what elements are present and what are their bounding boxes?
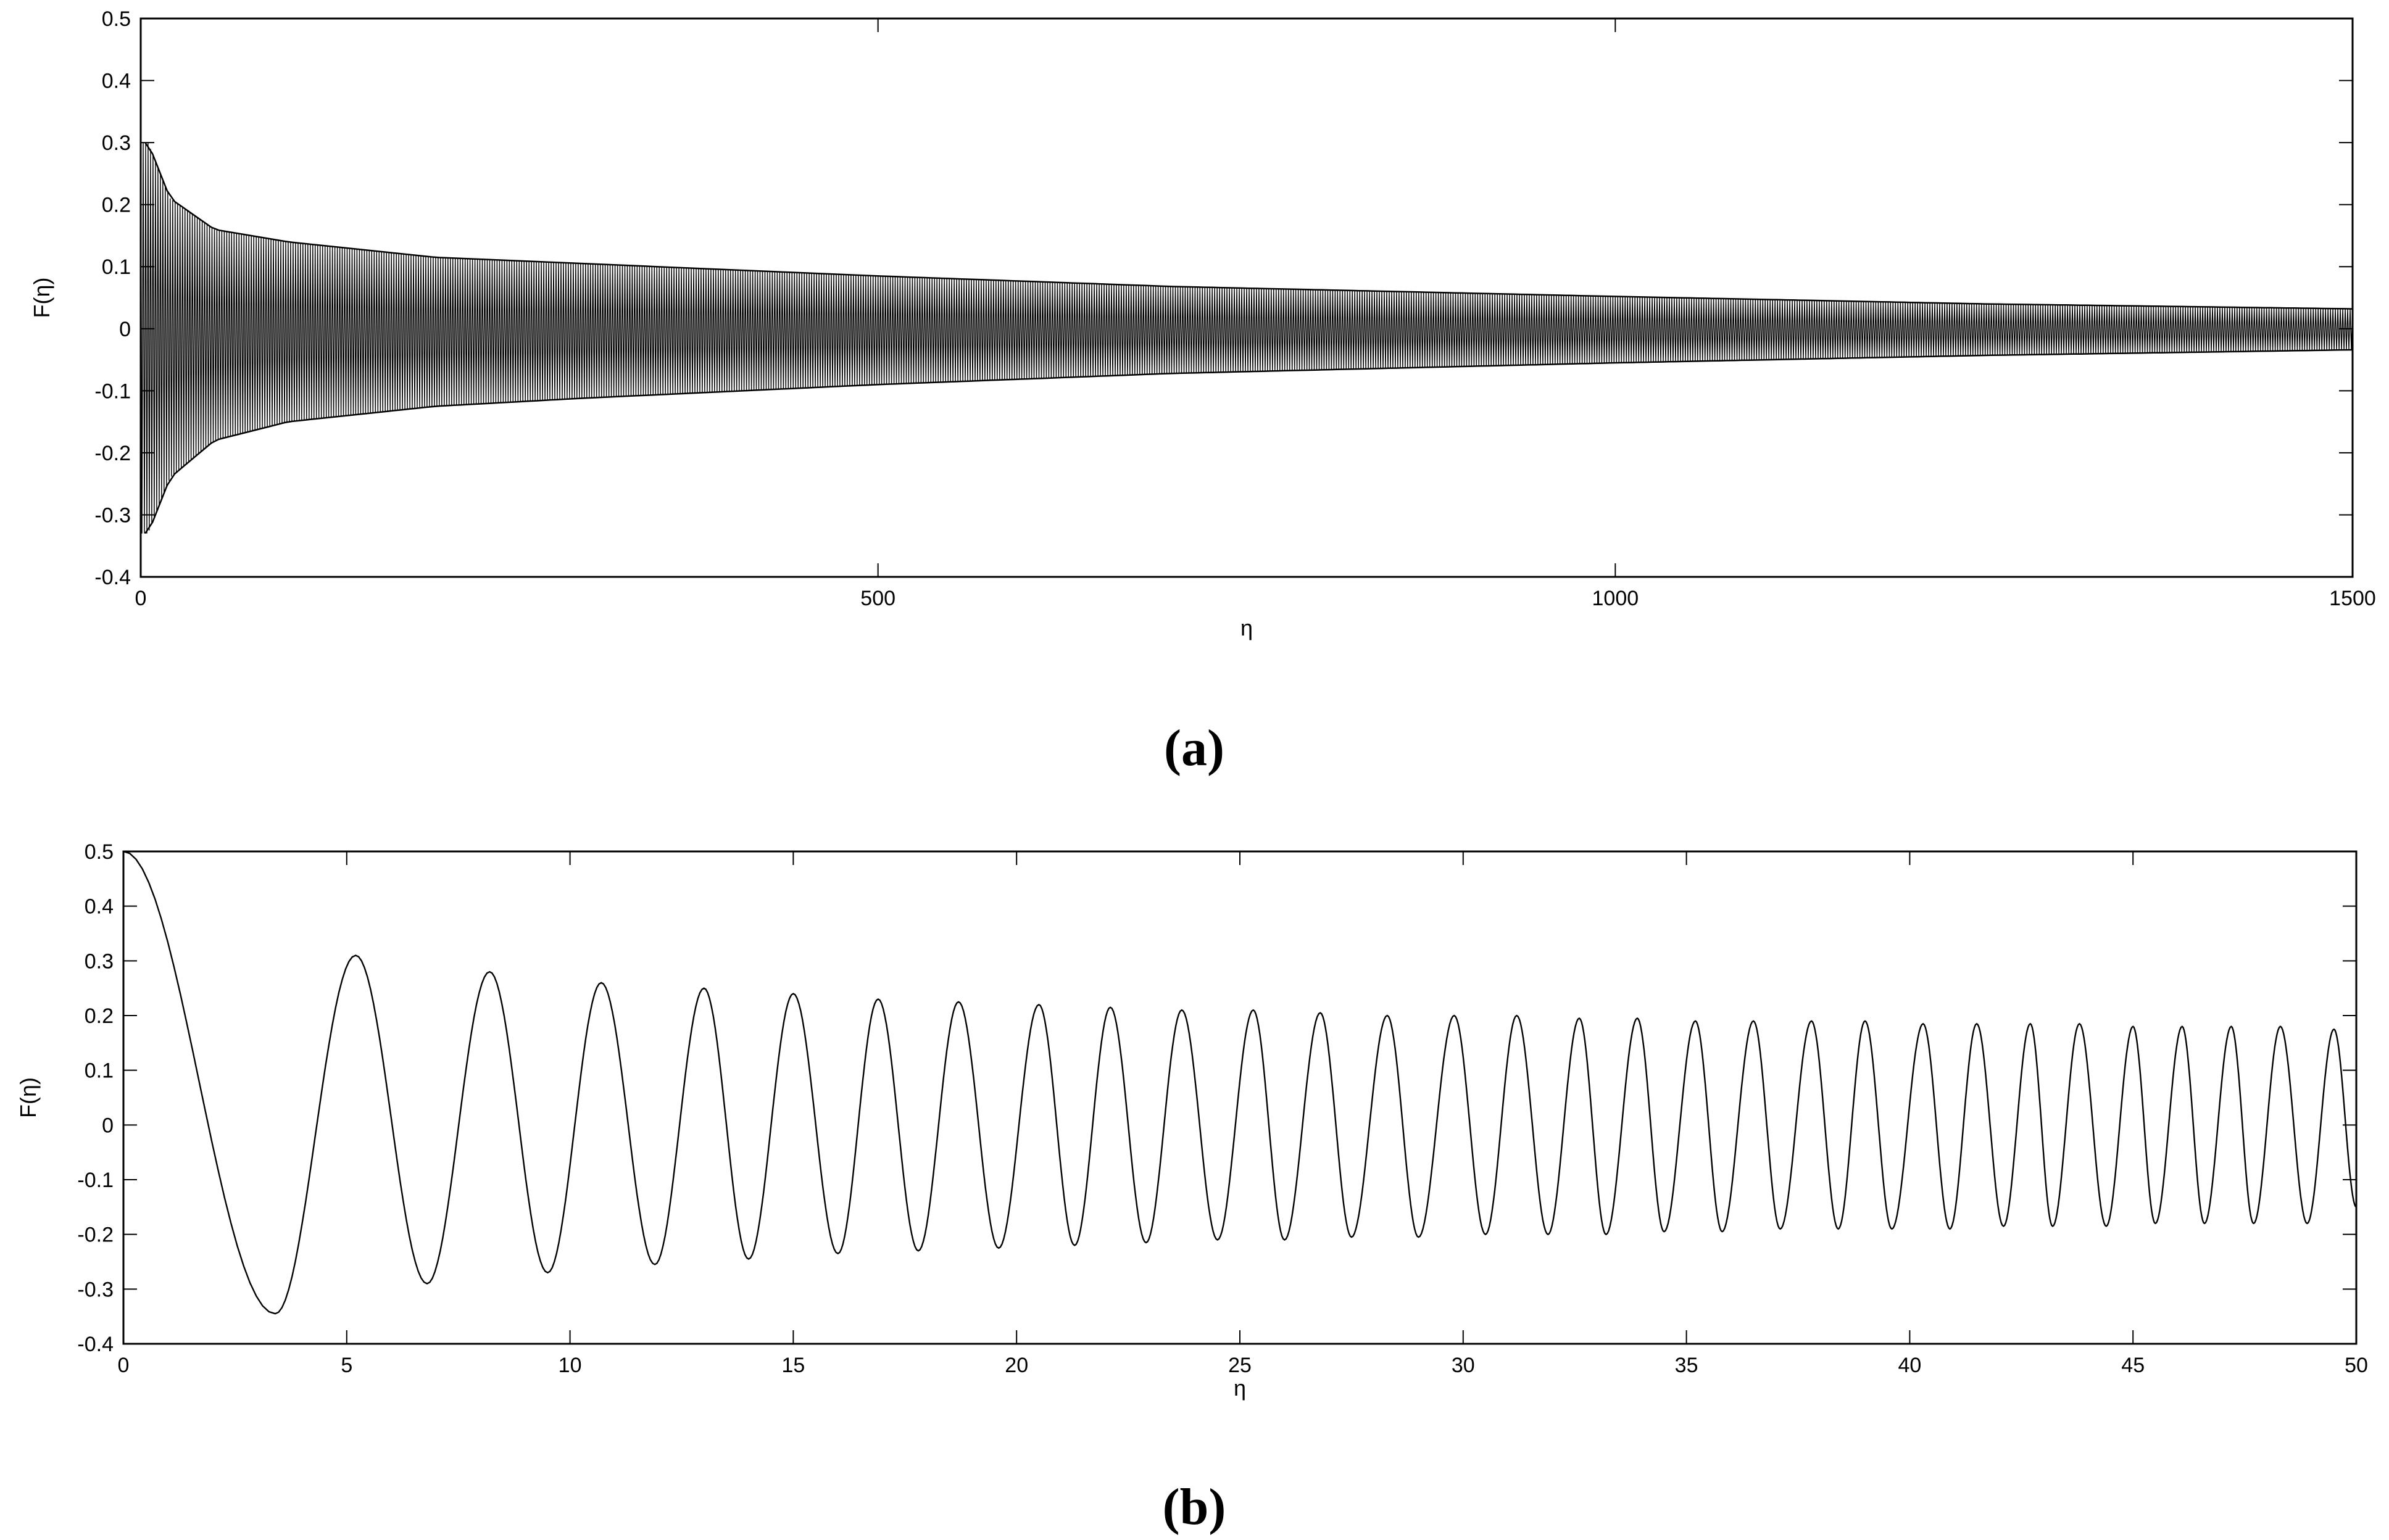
panel-b-axes-frame bbox=[122, 850, 2358, 1345]
x-tick-label: 30 bbox=[1452, 1354, 1475, 1377]
y-tick-label: -0.2 bbox=[77, 1223, 114, 1247]
y-tick-label: -0.3 bbox=[94, 503, 131, 527]
x-tick-label: 50 bbox=[2345, 1354, 2368, 1377]
y-tick-label: 0.4 bbox=[85, 895, 114, 919]
panel-a-chart: 0.50.40.30.20.10-0.1-0.2-0.3-0.40 500 1000… bbox=[29, 7, 2376, 777]
panel-b-label: (b) bbox=[1163, 1478, 1226, 1536]
y-tick-label: -0.4 bbox=[94, 566, 131, 589]
x-tick-label: 1000 bbox=[1592, 587, 1639, 610]
y-tick-label: 0 bbox=[119, 318, 131, 341]
panel-a-plot-area bbox=[140, 93, 2353, 534]
x-tick-label: 45 bbox=[2121, 1354, 2145, 1377]
y-tick-label: 0.1 bbox=[85, 1059, 114, 1083]
y-tick-label: 0.3 bbox=[102, 131, 131, 155]
x-tick-label: 0 bbox=[135, 587, 147, 610]
y-tick-label: -0.1 bbox=[77, 1169, 114, 1192]
y-tick-label: 0.2 bbox=[85, 1004, 114, 1028]
panel-a-axes-frame bbox=[139, 17, 2354, 578]
x-tick-label: 15 bbox=[781, 1354, 805, 1377]
y-tick-label: 0.5 bbox=[102, 7, 131, 31]
x-tick-label: 1500 bbox=[2329, 587, 2376, 610]
panel-a-x-axis-label: η bbox=[1240, 615, 1253, 640]
series-envelope-upper bbox=[144, 142, 2353, 310]
x-tick-label: 0 bbox=[118, 1354, 130, 1377]
series-line bbox=[140, 93, 2353, 534]
y-tick-label: 0.2 bbox=[102, 194, 131, 217]
panel-b-chart: 0.50.40.30.20.10-0.1-0.2-0.3-0.40 5 10 15 20… bbox=[15, 840, 2368, 1536]
x-tick-label: 5 bbox=[341, 1354, 352, 1377]
panel-a-label: (a) bbox=[1164, 719, 1224, 777]
x-tick-label: 500 bbox=[860, 587, 895, 610]
x-tick-label: 40 bbox=[1898, 1354, 1921, 1377]
y-tick-label: -0.4 bbox=[77, 1333, 114, 1356]
series-envelope-lower bbox=[144, 349, 2353, 534]
y-tick-label: 0.1 bbox=[102, 255, 131, 279]
y-tick-label: 0 bbox=[102, 1114, 114, 1137]
panel-b-ticks: 0.50.40.30.20.10-0.1-0.2-0.3-0.40 5 10 15 20… bbox=[77, 840, 2368, 1377]
y-tick-label: -0.3 bbox=[77, 1278, 114, 1301]
y-tick-label: -0.2 bbox=[94, 442, 131, 465]
y-tick-label: 0.3 bbox=[85, 950, 114, 973]
y-tick-label: 0.5 bbox=[85, 840, 114, 864]
panel-b-y-axis-label: F(η) bbox=[15, 1077, 41, 1118]
y-tick-label: -0.1 bbox=[94, 379, 131, 403]
panel-b-x-axis-label: η bbox=[1234, 1375, 1246, 1401]
x-tick-label: 10 bbox=[559, 1354, 582, 1377]
series-line bbox=[123, 850, 2357, 1315]
y-tick-label: 0.4 bbox=[102, 70, 131, 93]
panel-b-plot-area bbox=[123, 850, 2357, 1315]
panel-a-y-axis-label: F(η) bbox=[29, 278, 54, 318]
x-tick-label: 20 bbox=[1005, 1354, 1028, 1377]
x-tick-label: 25 bbox=[1228, 1354, 1252, 1377]
x-tick-label: 35 bbox=[1675, 1354, 1698, 1377]
panel-a-ticks: 0.50.40.30.20.10-0.1-0.2-0.3-0.40 500 1000… bbox=[94, 7, 2375, 610]
